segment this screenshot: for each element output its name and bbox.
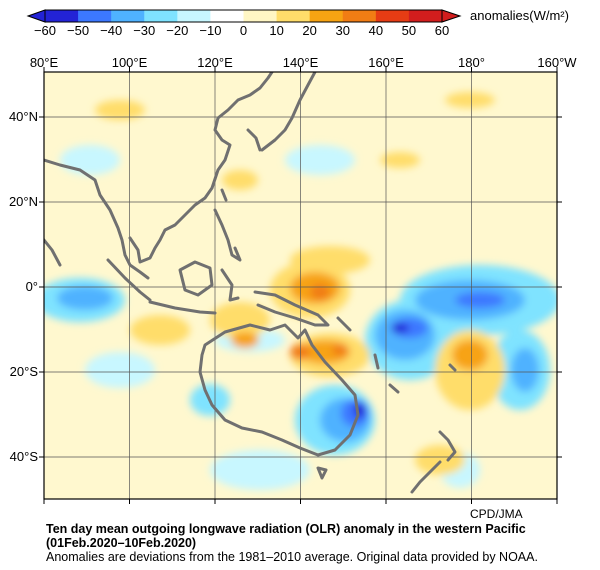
colorbar-tick-label: 50 [401,23,417,38]
colorbar-frame [44,9,443,23]
colorbar-cell [78,10,112,22]
longitude-label: 80°E [29,55,59,70]
longitude-label: 120°E [197,55,233,70]
colorbar-cell [210,10,244,22]
colorbar-tick-label: −50 [67,23,90,38]
colorbar-tick-label: 0 [239,23,248,38]
colorbar [26,9,462,23]
colorbar-cell [309,10,344,22]
colorbar-cell [342,10,377,22]
colorbar-cell [111,10,145,22]
colorbar-tick-label: 20 [302,23,317,38]
latitude-label: 20°N [8,194,38,209]
credit-label: CPD/JMA [470,507,523,521]
colorbar-tick-label: −20 [166,23,189,38]
longitude-label: 180° [458,55,485,70]
colorbar-tick-label: −40 [100,23,123,38]
figure-note: Anomalies are deviations from the 1981–2… [46,550,538,564]
colorbar-tick-label: −10 [199,23,222,38]
colorbar-tick-label: 60 [434,23,450,38]
map-gridlines [44,72,557,499]
longitude-label: 160°E [368,55,404,70]
longitude-label: 140°E [282,55,319,70]
longitude-label: 160°W [537,55,577,70]
latitude-label: 20°S [9,364,38,379]
colorbar-tick-label: 10 [269,23,284,38]
colorbar-tick-label: 30 [335,23,350,38]
colorbar-tick-label: 40 [368,23,384,38]
figure-title-line-2: (01Feb.2020–10Feb.2020) [46,536,197,550]
colorbar-units-label: anomalies(W/m²) [470,8,569,23]
colorbar-cell [276,10,311,22]
anomaly-field [44,92,557,490]
colorbar-tick-label: −60 [33,23,57,38]
colorbar-cell [408,10,443,22]
colorbar-cell [375,10,410,22]
colorbar-cell [177,10,211,22]
latitude-label: 40°N [8,109,38,124]
colorbar-cell [243,10,278,22]
coastlines [44,72,457,494]
figure-title-line-1: Ten day mean outgoing longwave radiation… [46,522,526,536]
colorbar-tick-label: −30 [133,23,156,38]
colorbar-cell [45,10,79,22]
latitude-label: 0° [25,279,38,294]
figure-title: Ten day mean outgoing longwave radiation… [46,522,526,550]
colorbar-cell [144,10,178,22]
latitude-label: 40°S [9,449,38,464]
longitude-label: 100°E [111,55,148,70]
